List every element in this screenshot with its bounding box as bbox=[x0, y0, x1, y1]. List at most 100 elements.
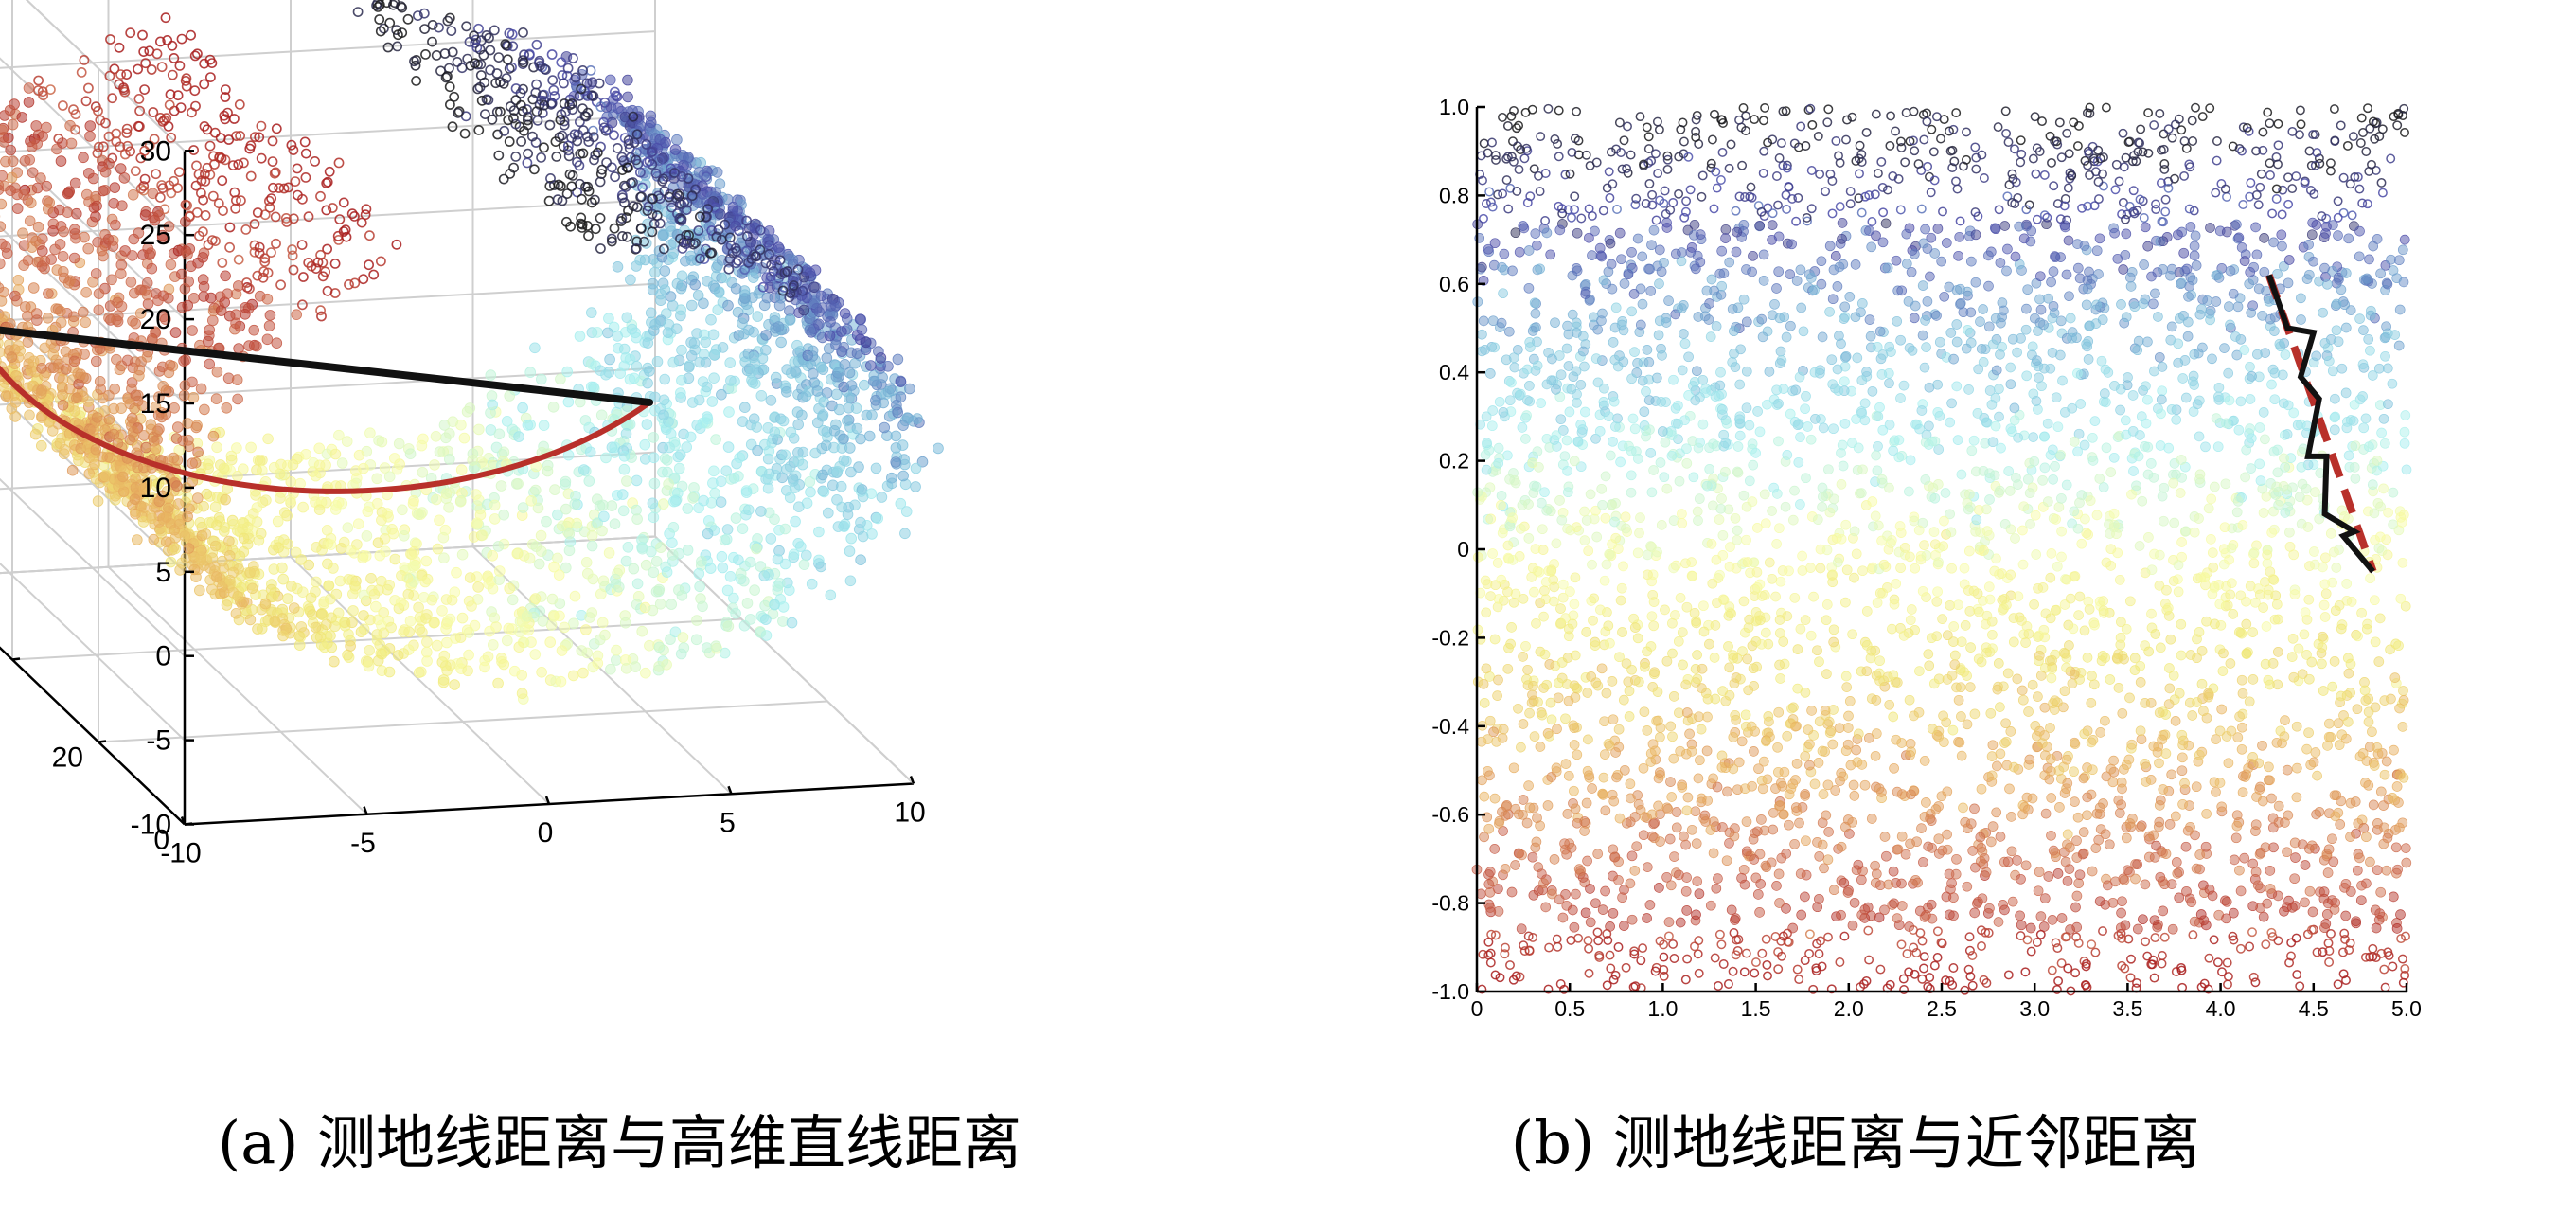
data-point bbox=[788, 548, 800, 561]
data-point bbox=[267, 135, 278, 147]
data-point bbox=[719, 647, 731, 659]
data-point bbox=[721, 524, 734, 535]
data-point bbox=[598, 510, 610, 523]
data-point bbox=[612, 331, 623, 342]
data-point bbox=[1769, 298, 1780, 310]
data-point bbox=[220, 84, 231, 95]
data-point bbox=[197, 252, 209, 263]
data-point bbox=[128, 233, 140, 245]
z-tick-label: 30 bbox=[140, 135, 171, 167]
data-point bbox=[817, 409, 829, 420]
data-point bbox=[538, 420, 550, 432]
data-point bbox=[437, 676, 450, 688]
data-point bbox=[777, 415, 790, 427]
data-point bbox=[1569, 599, 1580, 610]
data-point bbox=[551, 151, 562, 162]
data-point bbox=[273, 542, 284, 553]
data-point bbox=[498, 173, 509, 185]
data-point bbox=[148, 533, 160, 545]
data-point bbox=[1539, 649, 1551, 660]
data-point bbox=[895, 391, 907, 403]
data-point bbox=[2017, 559, 2029, 570]
data-point bbox=[1983, 321, 1995, 332]
data-point bbox=[325, 539, 337, 550]
data-point bbox=[584, 446, 596, 458]
data-point bbox=[117, 486, 130, 497]
data-point bbox=[178, 389, 190, 402]
data-point bbox=[1721, 855, 1732, 867]
data-point bbox=[93, 105, 103, 116]
data-point bbox=[912, 413, 923, 424]
data-point bbox=[476, 529, 489, 541]
data-point bbox=[334, 214, 346, 224]
data-point bbox=[1774, 523, 1785, 534]
x-tick-label: -5 bbox=[350, 828, 376, 859]
data-point bbox=[169, 327, 182, 338]
data-point bbox=[199, 120, 210, 132]
data-point bbox=[595, 243, 606, 254]
data-point bbox=[233, 343, 244, 354]
grid-line bbox=[0, 477, 186, 657]
data-point bbox=[23, 82, 35, 94]
data-point bbox=[864, 360, 877, 371]
data-point bbox=[194, 584, 205, 597]
data-point bbox=[364, 427, 376, 439]
data-point bbox=[594, 634, 606, 646]
data-point bbox=[7, 118, 19, 131]
data-point bbox=[1704, 638, 1714, 650]
data-point bbox=[397, 27, 408, 38]
data-point bbox=[408, 561, 420, 572]
data-point bbox=[1716, 245, 1728, 257]
data-point bbox=[817, 469, 828, 481]
data-point bbox=[22, 255, 34, 266]
data-point bbox=[529, 342, 541, 354]
data-point bbox=[210, 393, 222, 405]
data-point bbox=[587, 77, 598, 88]
data-point bbox=[76, 67, 87, 78]
data-point bbox=[203, 335, 214, 348]
data-point bbox=[174, 61, 186, 71]
data-point bbox=[132, 461, 144, 474]
data-point bbox=[127, 189, 139, 201]
data-point bbox=[1832, 364, 1843, 375]
data-point bbox=[631, 331, 642, 344]
data-point bbox=[313, 442, 326, 455]
data-point bbox=[818, 486, 830, 498]
data-point bbox=[57, 399, 69, 411]
data-point bbox=[431, 639, 443, 652]
data-point bbox=[203, 462, 215, 474]
data-point bbox=[530, 87, 542, 98]
data-point bbox=[392, 650, 404, 661]
data-point bbox=[345, 640, 356, 652]
data-point bbox=[387, 528, 400, 540]
data-point bbox=[454, 495, 467, 508]
data-point bbox=[0, 390, 12, 402]
data-point bbox=[412, 10, 423, 21]
data-point bbox=[676, 344, 687, 356]
data-point bbox=[104, 452, 115, 464]
data-point bbox=[2251, 249, 2263, 260]
data-point bbox=[697, 600, 708, 613]
data-point bbox=[1552, 724, 1562, 735]
data-point bbox=[447, 46, 458, 58]
data-point bbox=[2124, 692, 2135, 704]
data-point bbox=[97, 392, 109, 404]
data-point bbox=[115, 69, 126, 80]
data-point bbox=[910, 481, 921, 492]
data-point bbox=[730, 512, 742, 524]
data-point bbox=[1713, 873, 1723, 884]
data-point bbox=[125, 27, 136, 39]
data-point bbox=[107, 241, 119, 252]
data-point bbox=[1747, 780, 1757, 792]
data-point bbox=[2381, 865, 2392, 876]
data-point bbox=[524, 552, 536, 564]
data-point bbox=[165, 89, 176, 100]
data-point bbox=[609, 130, 619, 141]
data-point bbox=[2395, 593, 2407, 604]
data-point bbox=[163, 120, 174, 132]
data-point bbox=[211, 571, 222, 582]
data-point bbox=[2364, 254, 2374, 265]
data-point bbox=[806, 578, 818, 590]
data-point bbox=[518, 27, 528, 38]
data-point bbox=[401, 572, 414, 583]
